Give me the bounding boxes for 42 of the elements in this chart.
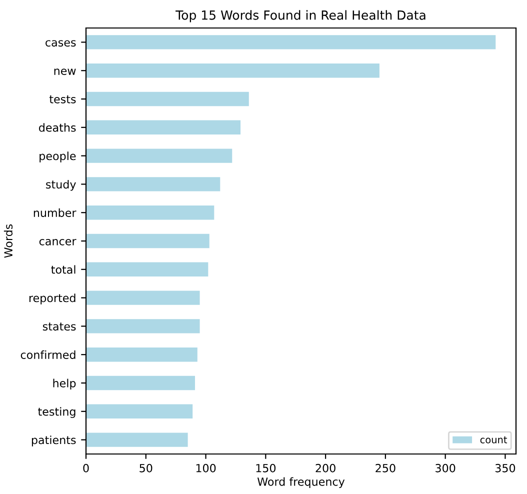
y-tick-label: people	[40, 152, 76, 162]
bar	[86, 319, 200, 334]
x-tick-label: 100	[196, 464, 216, 472]
y-axis-title: Words	[4, 224, 13, 258]
bar	[86, 92, 249, 106]
bar	[86, 262, 208, 276]
bar	[86, 376, 195, 390]
bar	[86, 148, 232, 163]
y-tick-label: new	[54, 68, 76, 75]
bar	[86, 404, 193, 418]
bar	[86, 120, 241, 134]
y-tick-label: cases	[46, 40, 76, 47]
y-tick-label: testing	[38, 407, 76, 418]
x-tick-label: 250	[376, 464, 396, 472]
y-tick-label: number	[34, 208, 76, 217]
x-axis-title: Word frequency	[257, 477, 345, 488]
bar	[86, 348, 198, 362]
y-tick-label: deaths	[39, 123, 76, 132]
x-tick-label: 300	[436, 464, 456, 472]
y-tick-label: cancer	[39, 239, 76, 246]
bar	[86, 432, 188, 447]
y-tick-label: states	[42, 322, 76, 331]
y-tick-label: reported	[29, 294, 76, 304]
bar	[86, 234, 210, 248]
x-tick-label: 200	[316, 464, 336, 472]
x-tick-label: 0	[83, 464, 89, 472]
bar	[86, 35, 496, 50]
chart-title: Top 15 Words Found in Real Health Data	[176, 10, 426, 22]
legend-label: count	[480, 436, 508, 444]
y-tick-label: total	[51, 265, 76, 274]
y-tick-label: help	[53, 378, 76, 390]
y-tick-label: confirmed	[20, 350, 76, 359]
x-tick-label: 50	[140, 464, 152, 472]
x-tick-label: 150	[256, 464, 276, 472]
y-tick-label: tests	[49, 95, 76, 104]
bar	[86, 64, 380, 78]
y-tick-label: patients	[32, 436, 76, 446]
y-tick-label: study	[46, 180, 76, 191]
x-tick-label: 350	[495, 464, 516, 472]
bar	[86, 206, 214, 220]
bar	[86, 290, 200, 305]
bar	[86, 177, 220, 192]
